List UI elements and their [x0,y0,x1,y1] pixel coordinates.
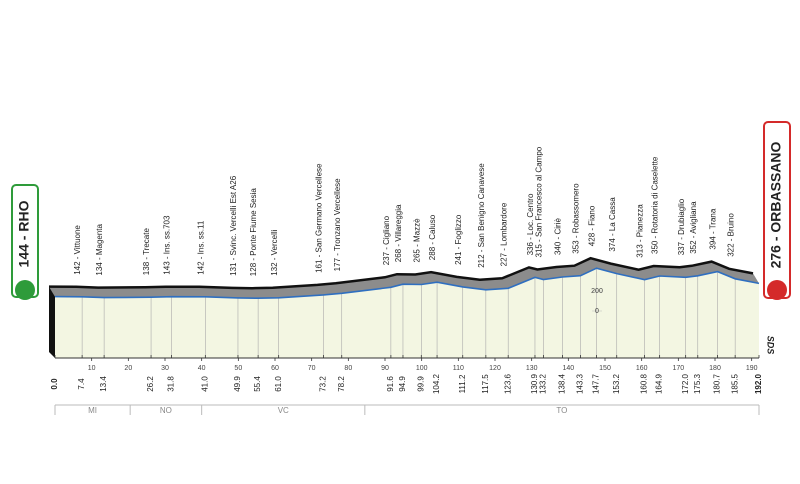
waypoint-label: 132 - Vercelli [270,229,279,275]
waypoint-label: 313 - Pianezza [636,204,645,258]
x-tick-label: 100 [416,365,428,372]
x-tick-label: 90 [381,365,389,372]
waypoint-label: 128 - Ponte Fiume Sesia [249,188,258,277]
x-tick-label: 50 [234,365,242,372]
x-tick-label: 30 [161,365,169,372]
x-tick-label: 40 [198,365,206,372]
waypoint-label: 322 - Bruino [726,213,735,257]
waypoint-label: 394 - Trana [709,208,718,249]
waypoint-label: 337 - Drubiaglio [677,198,686,255]
km-label: 111.2 [458,374,467,393]
km-label: 73.2 [319,376,328,392]
km-label: 172.0 [681,373,690,394]
km-label: 49.9 [233,376,242,392]
km-label: 26.2 [146,376,155,392]
finish-box: 276 - ORBASSANO [763,121,791,300]
km-label: 78.2 [337,376,346,392]
km-label: 94.9 [398,376,407,392]
km-label: 91.6 [386,376,395,392]
profile-top-edge [48,256,754,290]
x-tick-label: 190 [746,365,758,372]
start-box: 144 - RHO [11,184,39,300]
km-label: 164.9 [655,373,664,394]
km-label: 160.8 [640,373,649,394]
waypoint-label: 288 - Caluso [428,214,437,260]
waypoint-label: 352 - Avigliana [689,201,698,254]
x-tick-label: 10 [88,365,96,372]
km-label: 185.5 [730,373,739,394]
km-label: 31.8 [167,376,176,392]
waypoint-label: 237 - Cigliano [382,215,391,265]
km-label: 138.4 [558,373,567,394]
km-label: 143.3 [576,373,585,394]
km-label: 99.9 [416,376,425,392]
x-tick-label: 120 [489,365,501,372]
waypoint-label: 353 - Robassomero [572,183,581,254]
waypoint-label: 340 - Ciriè [554,218,563,255]
km-label: 153.2 [612,373,621,394]
km-label: 147.7 [592,373,601,394]
x-tick-label: 160 [636,365,648,372]
y-tick-label: 200 [591,288,603,295]
km-label: 180.7 [713,373,722,394]
km-label: 192.0 [754,373,763,394]
start-icon [15,280,35,300]
waypoint-label: 227 - Lombardore [499,202,508,266]
waypoint-label: 265 - Mazzè [412,218,421,263]
x-tick-label: 60 [271,365,279,372]
y-tick-label: 0 [595,308,599,315]
km-label: 175.3 [693,373,702,394]
waypoint-label: 374 - La Cassa [608,197,617,252]
logo: SDS [766,336,776,355]
waypoint-label: 268 - Villareggia [394,204,403,262]
x-tick-label: 140 [562,365,574,372]
finish-icon [767,280,787,300]
x-tick-label: 80 [344,365,352,372]
km-label: 133.2 [539,373,548,394]
waypoint-label: 241 - Foglizzo [454,214,463,265]
finish-label: 276 - ORBASSANO [768,141,784,268]
region-label: NO [160,406,172,415]
x-tick-label: 130 [526,365,538,372]
region-label: MI [88,406,97,415]
waypoint-label: 134 - Magenta [95,223,104,275]
region-label: VC [278,406,289,415]
start-label: 144 - RHO [16,200,32,267]
x-tick-label: 20 [124,365,132,372]
waypoint-label: 143 - Ins. ss.703 [163,215,172,275]
x-tick-label: 110 [453,365,464,372]
profile-side [49,286,55,358]
km-label: 104.2 [432,373,441,394]
waypoint-label: 131 - Svinc. Vercelli Est A26 [229,175,238,276]
km-label: 117.5 [481,374,490,394]
km-label: 41.0 [200,376,209,392]
x-tick-label: 170 [672,365,684,372]
waypoint-label: 161 - San Germano Vercellese [315,163,324,273]
waypoint-label: 336 - Loc. Centro [526,193,535,255]
waypoint-label: 177 - Tronzano Vercellese [333,178,342,271]
x-tick-label: 150 [599,365,611,372]
waypoint-label: 428 - Fiano [588,205,597,246]
waypoint-label: 142 - Ins. ss.11 [196,220,205,275]
km-label: 0.0 [50,378,59,390]
km-label: 7.4 [77,378,86,390]
region-label: TO [556,406,567,415]
km-label: 130.9 [530,373,539,394]
x-tick-label: 180 [709,365,721,372]
km-label: 61.0 [274,376,283,392]
waypoint-label: 315 - San Francesco al Campo [535,146,544,257]
km-label: 55.4 [253,376,262,392]
waypoint-label: 212 - San Benigno Canavese [477,163,486,268]
km-label: 13.4 [99,376,108,392]
profile-line [54,267,760,300]
x-tick-label: 70 [308,365,316,372]
waypoint-label: 138 - Trecate [142,228,151,276]
profile-area [55,268,759,358]
km-label: 123.6 [503,373,512,394]
waypoint-label: 350 - Rotatoria di Caselette [651,156,660,254]
waypoint-label: 142 - Vittuone [73,225,82,275]
